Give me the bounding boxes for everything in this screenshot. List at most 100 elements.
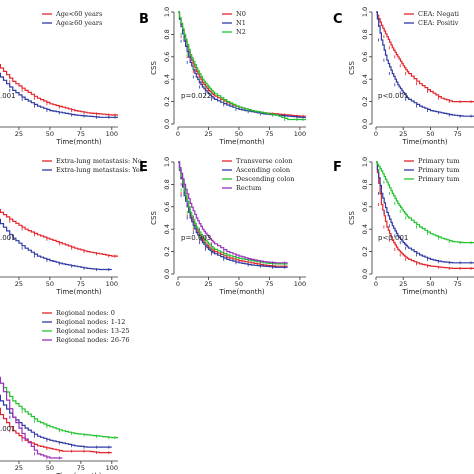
y-tick-label: 0.6	[163, 52, 171, 62]
y-tick-label: 0.0	[163, 269, 171, 279]
y-tick-label: 0.8	[361, 29, 369, 39]
p-value-label: p=0.022	[181, 92, 211, 100]
y-axis-label: CSS	[150, 211, 158, 225]
x-tick-label: 75	[77, 280, 85, 288]
x-tick-label: 50	[235, 130, 243, 138]
km-panel-4: E 0.0 0.2 0.4 0.6 0.8 1.0 CSS 0 25 50 75 100 Time(mon…	[139, 157, 306, 296]
y-axis-label: CSS	[348, 211, 356, 225]
x-tick-label: 50	[426, 130, 434, 138]
km-panel-2: C 0.0 0.2 0.4 0.6 0.8 1.0 CSS 0 25 50 75 Time(month)…	[333, 7, 474, 146]
x-tick-label: 75	[265, 280, 273, 288]
x-axis-label: Time(month)	[401, 288, 448, 296]
y-tick-label: 0.4	[163, 224, 171, 234]
y-tick-label: 0.6	[163, 202, 171, 212]
y-tick-label: 0.2	[361, 96, 369, 106]
x-tick-label: 100	[106, 280, 118, 288]
x-axis-label: Time(month)	[55, 288, 102, 296]
legend-entry: Primary tum	[418, 166, 459, 174]
y-tick-label: 0.0	[163, 119, 171, 129]
x-tick-label: 25	[204, 280, 212, 288]
y-tick-label: 0.4	[361, 74, 369, 84]
legend-entry: Regional nodes: 0	[56, 309, 115, 317]
x-tick-label: 75	[77, 464, 85, 472]
panel-letter: C	[333, 12, 343, 27]
y-tick-label: 0.8	[163, 179, 171, 189]
legend-entry: Age<60 years	[55, 10, 102, 18]
panel-letter: E	[139, 160, 148, 175]
y-tick-label: 0.2	[163, 246, 171, 256]
x-tick-label: 25	[204, 130, 212, 138]
p-value-label: p=0.003	[181, 234, 211, 242]
x-tick-label: 25	[15, 464, 23, 472]
y-tick-label: 0.0	[361, 269, 369, 279]
legend-entry: Rectum	[236, 184, 261, 192]
legend-entry: Regional nodes: 1-12	[56, 318, 125, 326]
x-tick-label: 100	[106, 464, 118, 472]
y-tick-label: 1.0	[361, 157, 369, 167]
km-curve-1	[0, 209, 118, 257]
x-tick-label: 50	[235, 280, 243, 288]
p-value-label: .001	[0, 234, 16, 242]
y-tick-label: 1.0	[163, 157, 171, 167]
legend-entry: N0	[236, 10, 246, 18]
y-tick-label: 0.0	[361, 119, 369, 129]
km-curve-1	[376, 161, 474, 269]
y-tick-label: 0.6	[361, 52, 369, 62]
km-panel-6: 25 50 75 100 Time(month) .001 Regional nodes: …	[0, 309, 130, 474]
x-tick-label: 25	[399, 130, 407, 138]
legend-entry: Extra-lung metastasis: Yes	[56, 166, 143, 174]
x-tick-label: 100	[294, 130, 306, 138]
y-tick-label: 0.8	[361, 179, 369, 189]
panel-letter: B	[139, 12, 149, 27]
x-axis-label: Time(month)	[401, 138, 448, 146]
legend-entry: N2	[236, 28, 246, 36]
x-tick-label: 0	[176, 280, 180, 288]
x-tick-label: 50	[426, 280, 434, 288]
y-tick-label: 0.4	[361, 224, 369, 234]
legend-entry: Primary tum	[418, 175, 459, 183]
km-curve-2	[178, 161, 288, 268]
km-panel-5: F 0.0 0.2 0.4 0.6 0.8 1.0 CSS 0 25 50 75 Time(month)…	[333, 157, 474, 296]
legend-entry: N1	[236, 19, 246, 27]
km-curve-1	[376, 11, 474, 103]
x-axis-label: Time(month)	[218, 288, 265, 296]
x-tick-label: 100	[106, 130, 118, 138]
x-tick-label: 25	[399, 280, 407, 288]
km-curve-3	[178, 161, 288, 265]
y-tick-label: 0.2	[163, 96, 171, 106]
km-curve-2	[376, 11, 474, 117]
legend-entry: Ascending colon	[235, 166, 290, 174]
x-axis-label: Time(month)	[218, 138, 265, 146]
panel-letter: F	[333, 160, 342, 175]
y-axis-label: CSS	[150, 61, 158, 75]
y-tick-label: 0.4	[163, 74, 171, 84]
x-tick-label: 0	[374, 130, 378, 138]
legend-entry: CEA: Negati	[418, 10, 459, 18]
legend-entry: CEA: Positiv	[418, 19, 459, 27]
x-axis-label: Time(month)	[55, 138, 102, 146]
km-panel-3: 25 50 75 100 Time(month) .001 Extra-lung metas…	[0, 157, 143, 296]
x-tick-label: 75	[454, 280, 462, 288]
legend-entry: Extra-lung metastasis: No	[56, 157, 142, 165]
x-tick-label: 75	[454, 130, 462, 138]
km-panel-0: 25 50 75 100 Time(month) .001 Age<60 yearsAge≥…	[0, 10, 118, 146]
x-tick-label: 50	[46, 280, 54, 288]
y-tick-label: 1.0	[163, 7, 171, 17]
km-curve-2	[0, 218, 112, 271]
km-curve-4	[0, 376, 63, 459]
km-curve-1	[0, 407, 112, 454]
km-curve-3	[0, 378, 118, 439]
legend-entry: Regional nodes: 13-25	[56, 327, 130, 335]
y-tick-label: 0.2	[361, 246, 369, 256]
p-value-label: p<0.001	[378, 92, 408, 100]
x-tick-label: 25	[15, 130, 23, 138]
p-value-label: p<0.001	[378, 234, 408, 242]
km-curve-3	[376, 161, 474, 244]
x-tick-label: 25	[15, 280, 23, 288]
km-curve-2	[376, 161, 474, 264]
legend-entry: Descending colon	[236, 175, 294, 183]
legend-entry: Transverse colon	[236, 157, 292, 165]
y-axis-label: CSS	[348, 61, 356, 75]
x-tick-label: 75	[77, 130, 85, 138]
